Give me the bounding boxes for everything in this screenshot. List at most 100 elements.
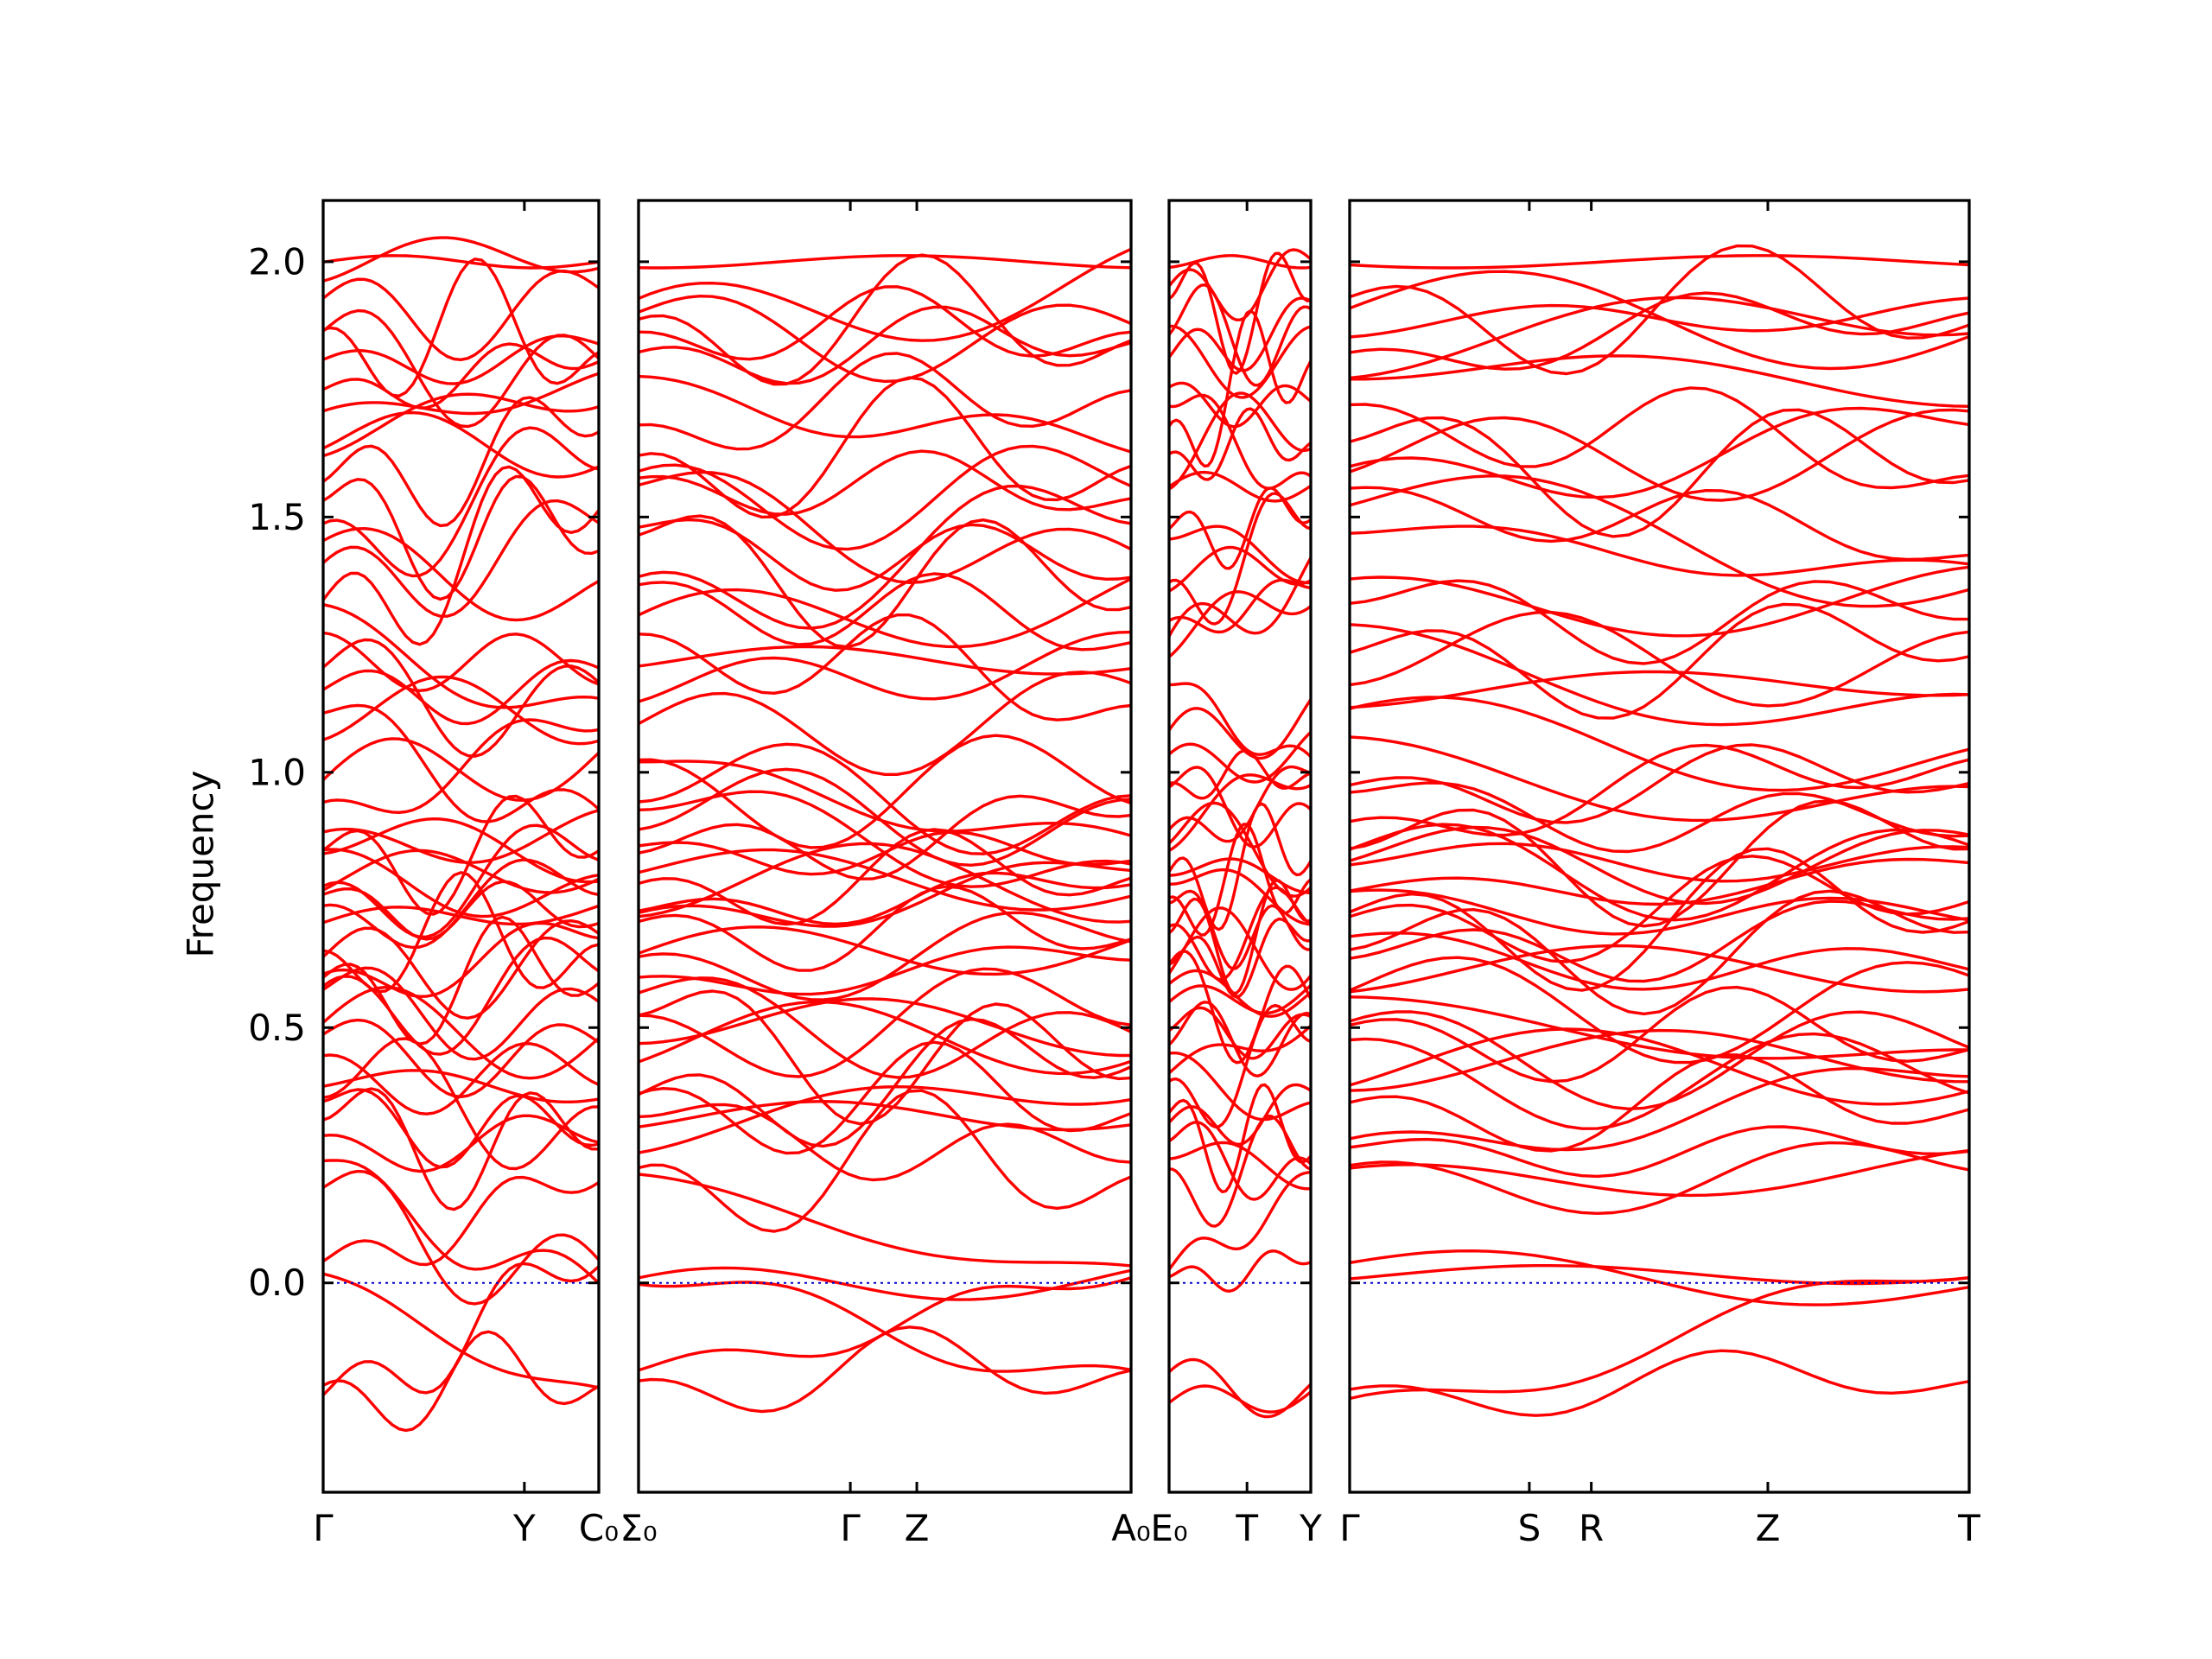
band-line: [639, 484, 1131, 630]
band-line: [323, 817, 599, 884]
x-tick-label: T: [1957, 1507, 1980, 1549]
band-line: [639, 514, 1131, 649]
panel-frame: [637, 199, 1133, 1494]
band-line: [1350, 1125, 1969, 1179]
band-line: [639, 444, 1131, 551]
band-line: [639, 997, 1131, 1058]
band-line: [1350, 743, 1969, 837]
band-line: [639, 1281, 1131, 1373]
x-tick-label: Γ: [840, 1507, 861, 1549]
band-line: [1169, 1052, 1311, 1122]
band-line: [1350, 1249, 1969, 1306]
x-tick-label: Z: [1756, 1507, 1781, 1549]
band-line: [323, 1018, 599, 1098]
band-line: [1350, 825, 1969, 906]
x-tick-label: E₀: [1150, 1507, 1187, 1549]
x-tick-label: T: [1235, 1507, 1258, 1549]
band-line: [1350, 474, 1969, 608]
band-line: [1169, 823, 1311, 937]
band-line: [323, 871, 599, 994]
band-line: [1350, 944, 1969, 994]
x-tick-label: S: [1518, 1507, 1541, 1549]
band-line: [323, 985, 599, 1080]
band-line: [323, 254, 599, 270]
band-line: [1169, 749, 1311, 800]
band-line: [639, 861, 1131, 928]
band-line: [639, 376, 1131, 519]
band-line: [1350, 1028, 1969, 1092]
x-tick-label: Z: [905, 1507, 930, 1549]
band-line: [1169, 1114, 1311, 1228]
band-line: [1350, 579, 1969, 665]
band-line: [1350, 855, 1969, 963]
x-tick-label: R: [1579, 1507, 1604, 1549]
band-line: [1350, 956, 1969, 1065]
x-tick-label: C₀: [579, 1507, 619, 1549]
band-line: [1169, 407, 1311, 481]
band-line: [639, 613, 1131, 721]
band-line: [1350, 354, 1969, 408]
band-line: [639, 671, 1131, 776]
band-line: [1169, 802, 1311, 931]
band-line: [1169, 248, 1311, 321]
band-line: [1350, 254, 1969, 270]
band-line: [639, 760, 1131, 837]
band-line: [1169, 983, 1311, 1015]
band-line: [323, 718, 599, 814]
band-line: [1169, 578, 1311, 634]
band-line: [639, 848, 1131, 912]
band-line: [1169, 969, 1311, 1018]
panel-frame: [321, 199, 601, 1494]
band-line: [323, 880, 599, 941]
y-tick-label: 2.0: [248, 240, 306, 283]
band-line: [323, 270, 599, 361]
band-line: [639, 470, 1131, 584]
x-tick-label: Y: [512, 1507, 536, 1549]
band-line: [1350, 408, 1969, 538]
axis-ticks: [321, 200, 1971, 1492]
band-line: [1350, 781, 1969, 854]
panel-3-bands: [1350, 244, 1969, 1417]
x-tick-label: Σ₀: [620, 1507, 657, 1549]
band-line: [1350, 696, 1969, 792]
band-line: [639, 254, 1131, 270]
band-line: [1169, 1170, 1311, 1271]
y-tick-label: 1.0: [248, 751, 306, 793]
band-line: [1350, 386, 1969, 490]
band-line: [323, 1037, 599, 1171]
y-tick-label: 1.5: [248, 496, 306, 538]
band-line: [639, 518, 1131, 592]
x-tick-label: Γ: [313, 1507, 334, 1549]
band-line: [323, 966, 599, 1061]
band-line: [323, 675, 599, 746]
band-line: [323, 794, 599, 916]
band-line: [639, 1089, 1131, 1233]
band-line: [1350, 847, 1969, 992]
band-line: [639, 630, 1131, 703]
y-tick-label: 0.0: [248, 1262, 306, 1304]
band-line: [323, 1169, 599, 1306]
band-line: [323, 1159, 599, 1285]
band-line: [1350, 931, 1969, 991]
band-line: [1350, 995, 1969, 1060]
band-line: [639, 285, 1131, 361]
band-line: [1169, 950, 1311, 1065]
band-line: [1169, 254, 1311, 270]
band-line: [323, 342, 599, 410]
panel-frame: [1167, 199, 1313, 1494]
band-line: [323, 638, 599, 758]
band-line: [323, 499, 599, 618]
band-line: [1169, 590, 1311, 658]
band-line: [323, 919, 599, 1020]
band-line: [1350, 1275, 1969, 1401]
band-line: [639, 967, 1131, 1078]
band-line: [639, 742, 1131, 855]
band-line: [1169, 251, 1311, 375]
band-line: [1350, 670, 1969, 709]
band-line: [323, 257, 599, 397]
x-tick-label: Y: [1299, 1507, 1322, 1549]
band-line: [323, 236, 599, 283]
band-line: [1350, 1010, 1969, 1110]
band-line: [639, 1085, 1131, 1154]
band-line: [323, 426, 599, 578]
